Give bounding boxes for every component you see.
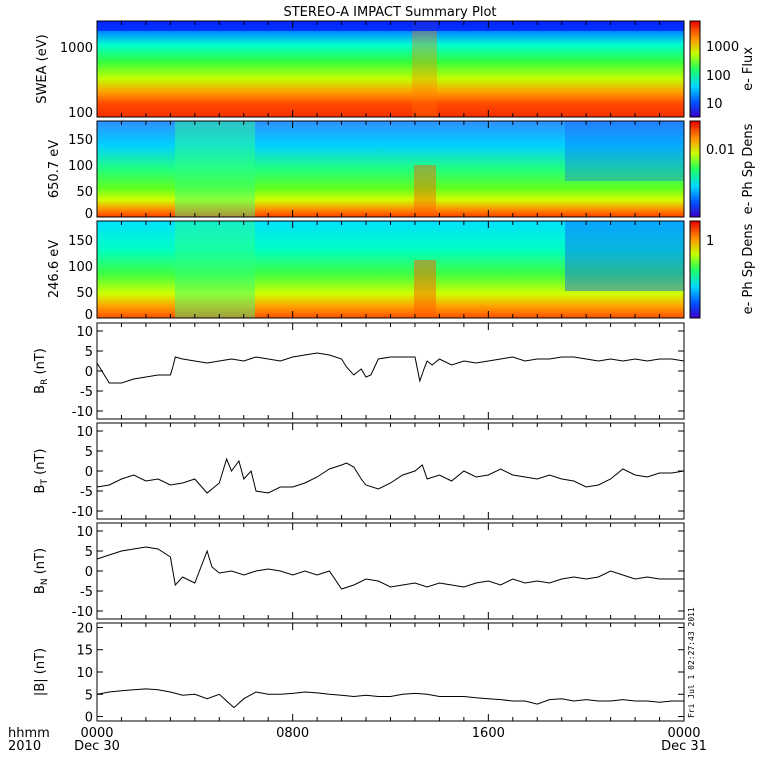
pad650-ytick-50: 50	[76, 185, 93, 200]
pad246-ytick-150: 150	[68, 234, 93, 249]
series-line-BN	[96, 546, 684, 590]
swea-cbar-tick-10: 10	[706, 97, 723, 112]
y-tick-label: -10	[72, 605, 93, 620]
bt-panel: BT (nT)	[33, 422, 685, 520]
pad650-spectrogram: 650.7 eV 150 100 50 0 0.01 e- Ph Sp Dens	[47, 120, 756, 222]
pad246-late-band	[565, 221, 684, 291]
swea-cbar-tick-100: 100	[706, 69, 731, 84]
br-ylabel: BR (nT)	[33, 348, 50, 394]
bmag-ylabel: |B| (nT)	[33, 648, 48, 696]
y-tick-label: 10	[76, 325, 93, 340]
time-tick-label: 0000	[667, 726, 700, 741]
swea-colorbar	[689, 20, 701, 118]
y-tick-label: 0	[85, 365, 93, 380]
bt-frame	[96, 422, 685, 520]
chart-title: STEREO-A IMPACT Summary Plot	[283, 5, 496, 20]
y-tick-label: 20	[76, 621, 93, 636]
y-tick-label: 15	[76, 644, 93, 659]
y-tick-label: -5	[80, 585, 93, 600]
pad246-event-band	[414, 260, 436, 318]
bn-frame	[96, 522, 685, 620]
time-tick-label: 0800	[276, 726, 309, 741]
y-tick-label: 5	[85, 445, 93, 460]
pad650-ytick-100: 100	[68, 159, 93, 174]
pad246-cbar-tick: 1	[706, 234, 714, 249]
y-tick-label: 10	[76, 425, 93, 440]
bmag-panel: |B| (nT)	[33, 622, 685, 722]
swea-ylabel: SWEA (eV)	[35, 34, 50, 103]
bn-ylabel: BN (nT)	[33, 548, 50, 594]
pad650-fill	[97, 121, 684, 217]
y-tick-label: 5	[85, 688, 93, 703]
pad650-ytick-0: 0	[85, 207, 93, 222]
pad650-cbar-label: e- Ph Sp Dens	[741, 123, 756, 214]
pad246-ytick-100: 100	[68, 260, 93, 275]
pad246-ytick-0: 0	[85, 308, 93, 323]
y-tick-label: 5	[85, 345, 93, 360]
pad650-ylabel: 650.7 eV	[47, 140, 62, 198]
y-tick-label: 0	[85, 565, 93, 580]
pad650-event-band	[414, 165, 436, 217]
series-line-BR	[96, 352, 685, 384]
bmag-frame	[96, 622, 685, 722]
bn-panel: BN (nT)	[33, 522, 685, 620]
pad650-late-band	[565, 121, 684, 181]
swea-fill	[97, 21, 684, 117]
swea-spectrogram: SWEA (eV) 1000 100 1000 100 10 e- Flux	[35, 20, 756, 121]
swea-event-band	[412, 21, 437, 117]
y-tick-label: -5	[80, 485, 93, 500]
pad246-fill	[97, 221, 684, 318]
swea-ytick-100: 100	[68, 106, 93, 121]
y-tick-label: 5	[85, 545, 93, 560]
pad650-ytick-150: 150	[68, 133, 93, 148]
time-axis-year: 2010	[8, 739, 41, 754]
pad246-mid-band	[175, 221, 255, 318]
y-tick-label: 0	[85, 465, 93, 480]
time-tick-label: 1600	[472, 726, 505, 741]
time-tick-date: Dec 31	[661, 739, 707, 754]
y-tick-label: -10	[72, 405, 93, 420]
swea-bottom-band	[97, 100, 684, 117]
pad246-cbar-label: e- Ph Sp Dens	[741, 223, 756, 314]
pad246-colorbar	[689, 220, 701, 319]
series-line-BT	[96, 457, 685, 494]
swea-cbar-tick-1000: 1000	[706, 40, 739, 55]
y-tick-label: 0	[85, 711, 93, 726]
pad246-spectrogram: 246.6 eV 150 100 50 0 1 e- Ph Sp Dens	[47, 220, 756, 323]
br-frame	[96, 322, 685, 420]
pad650-mid-band	[175, 121, 255, 217]
time-tick-label: 0000	[80, 726, 113, 741]
swea-cbar-label: e- Flux	[741, 47, 756, 91]
swea-ytick-1000: 1000	[60, 41, 93, 56]
bt-ylabel: BT (nT)	[33, 449, 50, 494]
y-tick-label: 10	[76, 525, 93, 540]
time-axis-unit: hhmm	[8, 726, 50, 741]
y-tick-label: -5	[80, 385, 93, 400]
pad650-cbar-tick: 0.01	[706, 143, 735, 158]
timestamp-stamp: Fri Jul 1 02:27:43 2011	[687, 607, 696, 718]
pad246-ylabel: 246.6 eV	[47, 240, 62, 298]
time-tick-date: Dec 30	[74, 739, 120, 754]
swea-top-band	[97, 21, 684, 31]
pad650-colorbar	[689, 120, 701, 218]
y-tick-label: -10	[72, 505, 93, 520]
series-line-B	[96, 688, 684, 709]
y-tick-label: 10	[76, 666, 93, 681]
pad246-ytick-50: 50	[76, 286, 93, 301]
